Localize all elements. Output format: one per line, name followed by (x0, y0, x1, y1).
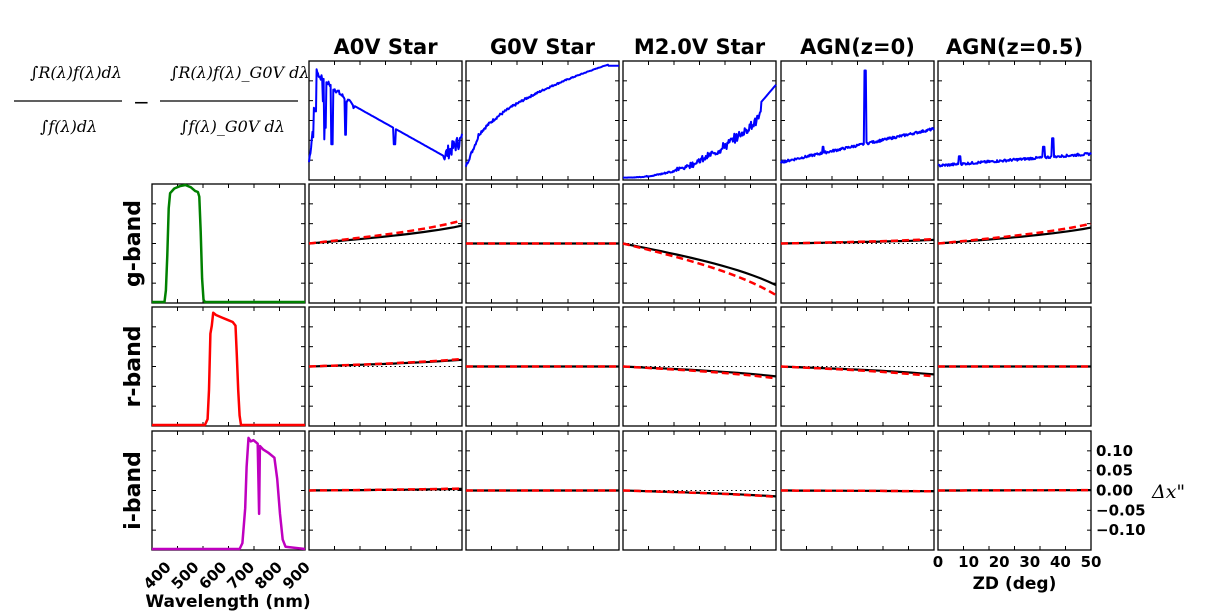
spectrum-panel-g0v-star-line (465, 63, 620, 167)
spectrum-panel-agn-z-0-5-line (937, 137, 1092, 168)
wavelength-tick-700: 700 (223, 558, 258, 593)
wavelength-tick-600: 600 (196, 558, 231, 593)
filter-panel-g-band-curve (152, 183, 305, 304)
wavelength-axis-label: Wavelength (nm) (145, 592, 310, 612)
dx-tick-4: −0.10 (1096, 521, 1146, 539)
spectrum-panel-g0v-star-frame (465, 60, 620, 181)
dx-axis-label: Δx" (1151, 481, 1185, 503)
spectrum-panel-agn-z-0-5 (937, 60, 1092, 181)
spectrum-panel-agn-z-0-frame (780, 60, 935, 181)
dcr-panel-a0v-star-r-band (308, 306, 463, 427)
spectrum-panel-m2-0v-star-frame-ticks (623, 61, 776, 180)
dcr-panel-g0v-star-i-band-frame-ticks (466, 431, 619, 550)
dcr-panel-a0v-star-g-band (308, 183, 463, 304)
spectrum-panel-g0v-star-frame-ticks (466, 61, 619, 180)
wavelength-tick-500: 500 (168, 558, 203, 593)
spectrum-panel-agn-z-0-line (780, 69, 935, 164)
dcr-panel-agn-z-0-i-band (780, 430, 935, 551)
dcr-panel-agn-z-0-5-i-band (937, 430, 1092, 551)
spectrum-panel-a0v-star (308, 60, 463, 181)
spectrum-panel-a0v-star-frame-ticks (309, 61, 462, 180)
dcr-panel-agn-z-0-g-band-frame-ticks (781, 184, 934, 303)
dcr-panel-agn-z-0-5-g-band-frame-ticks (938, 184, 1091, 303)
zd-tick-40: 40 (1050, 553, 1071, 571)
row-label-g-band: g-band (121, 200, 146, 287)
dcr-panel-g0v-star-i-band (465, 430, 620, 551)
zd-tick-50: 50 (1081, 553, 1102, 571)
dcr-panel-agn-z-0-i-band-frame-ticks (781, 431, 934, 550)
filter-panel-r-band-frame (151, 306, 306, 427)
filter-panel-r-band-frame-ticks (152, 307, 305, 426)
filter-panel-g-band (151, 183, 306, 304)
dcr-panel-agn-z-0-r-band-approximation-line (780, 365, 935, 378)
filter-panel-r-band (151, 306, 306, 427)
dcr-panel-a0v-star-g-band-approximation-line (308, 219, 463, 245)
zd-tick-0: 0 (933, 553, 943, 571)
dcr-panel-a0v-star-g-band-frame-ticks (309, 184, 462, 303)
dcr-panel-agn-z-0-g-band (780, 183, 935, 304)
zd-tick-20: 20 (989, 553, 1010, 571)
wavelength-tick-800: 800 (251, 558, 286, 593)
eq-term1-denominator: ∫f(λ)dλ (40, 117, 97, 136)
dcr-panel-agn-z-0-r-band (780, 306, 935, 427)
row-label-r-band: r-band (121, 326, 146, 408)
dcr-panel-m2-0v-star-g-band-approximation-line (622, 242, 777, 297)
column-title-agn-z-0-5: AGN(z=0.5) (946, 35, 1083, 59)
eq-term2-numerator: ∫R(λ)f(λ)_G0V dλ (170, 63, 310, 82)
dcr-panel-a0v-star-i-band (308, 430, 463, 551)
column-title-agn-z-0: AGN(z=0) (800, 35, 915, 59)
spectrum-panel-agn-z-0-frame-ticks (781, 61, 934, 180)
spectrum-panel-agn-z-0 (780, 60, 935, 181)
filter-panel-i-band-curve (152, 436, 306, 551)
dcr-panel-m2-0v-star-g-band (622, 183, 777, 304)
spectrum-panel-g0v-star (465, 60, 620, 181)
eq-term2-denominator: ∫f(λ)_G0V dλ (180, 117, 285, 136)
filter-panel-i-band (151, 430, 306, 551)
dcr-panel-m2-0v-star-i-band-approximation-line (622, 489, 777, 499)
dcr-panel-a0v-star-r-band-approximation-line (308, 357, 463, 368)
dx-tick-1: 0.05 (1096, 462, 1133, 480)
dcr-panel-m2-0v-star-r-band (622, 306, 777, 427)
dcr-panel-a0v-star-r-band-frame-ticks (309, 307, 462, 426)
dcr-panel-agn-z-0-g-band-approximation-line (780, 237, 935, 245)
eq-term1-numerator: ∫R(λ)f(λ)dλ (30, 63, 122, 82)
wavelength-tick-900: 900 (279, 558, 314, 593)
dcr-panel-agn-z-0-5-i-band-frame-ticks (938, 431, 1091, 550)
zd-tick-30: 30 (1019, 553, 1040, 571)
equation: ∫R(λ)f(λ)dλ ∫f(λ)dλ − ∫R(λ)f(λ)_G0V dλ ∫… (14, 63, 310, 136)
column-title-m2-0v-star: M2.0V Star (634, 35, 766, 59)
filter-panel-g-band-frame (151, 183, 306, 304)
dcr-panel-a0v-star-i-band-frame-ticks (309, 431, 462, 550)
filter-panel-r-band-curve (152, 311, 305, 427)
dcr-panel-g0v-star-g-band (465, 183, 620, 304)
dx-tick-3: −0.05 (1096, 501, 1146, 519)
dcr-panel-g0v-star-r-band (465, 306, 620, 427)
dcr-panel-agn-z-0-i-band-approximation-line (781, 489, 935, 493)
spectrum-panel-a0v-star-line (308, 68, 463, 163)
dcr-panel-agn-z-0-5-g-band (937, 183, 1092, 304)
spectrum-panel-m2-0v-star-line (622, 84, 777, 179)
spectrum-panel-agn-z-0-5-frame-ticks (938, 61, 1091, 180)
dcr-panel-m2-0v-star-r-band-approximation-line (622, 365, 777, 380)
zd-tick-10: 10 (958, 553, 979, 571)
wavelength-tick-400: 400 (140, 558, 175, 593)
spectrum-panel-m2-0v-star (622, 60, 777, 181)
dcr-panel-m2-0v-star-g-band-frame-ticks (623, 184, 776, 303)
dcr-panel-m2-0v-star-i-band (622, 430, 777, 551)
dcr-panel-agn-z-0-5-r-band (937, 306, 1092, 427)
dcr-panel-a0v-star-i-band-approximation-line (308, 487, 463, 492)
column-title-a0v-star: A0V Star (333, 35, 438, 59)
zd-axis-label: ZD (deg) (973, 574, 1057, 594)
filter-panel-g-band-frame-ticks (152, 184, 305, 303)
dx-tick-0: 0.10 (1096, 442, 1133, 460)
dx-tick-2: 0.00 (1096, 482, 1133, 500)
column-title-g0v-star: G0V Star (490, 35, 596, 59)
row-label-i-band: i-band (121, 451, 146, 530)
dcr-panel-m2-0v-star-r-band-frame-ticks (623, 307, 776, 426)
dcr-panel-agn-z-0-5-g-band-approximation-line (937, 222, 1092, 245)
eq-minus: − (133, 90, 150, 114)
